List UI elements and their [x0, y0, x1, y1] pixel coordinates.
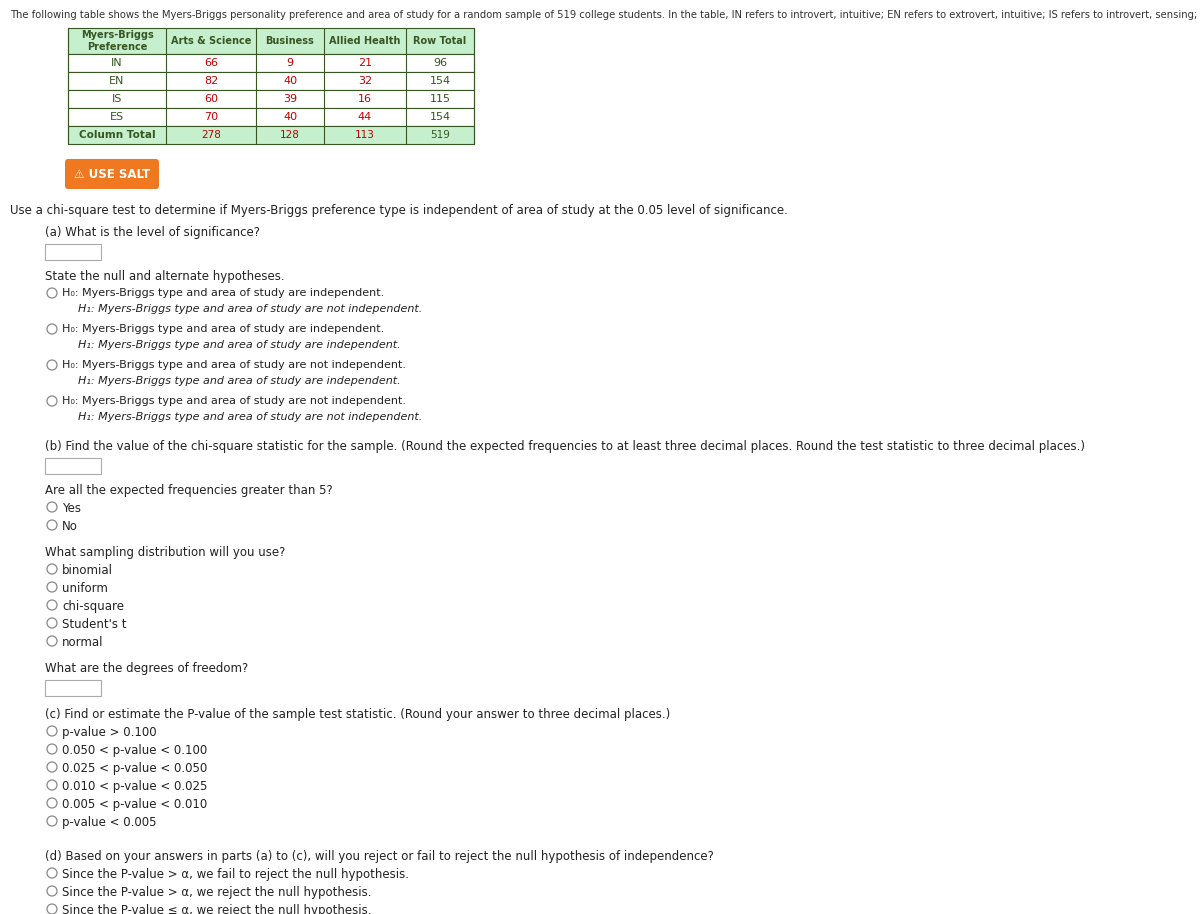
Text: Row Total: Row Total [413, 36, 467, 46]
Text: 113: 113 [355, 130, 374, 140]
Text: 96: 96 [433, 58, 448, 68]
Text: H₁: Myers-Briggs type and area of study are not independent.: H₁: Myers-Briggs type and area of study … [78, 304, 422, 314]
Text: No: No [62, 520, 78, 533]
Text: 0.010 < p-value < 0.025: 0.010 < p-value < 0.025 [62, 780, 208, 793]
Text: 16: 16 [358, 94, 372, 104]
Text: What sampling distribution will you use?: What sampling distribution will you use? [46, 546, 286, 559]
Text: 0.025 < p-value < 0.050: 0.025 < p-value < 0.050 [62, 762, 208, 775]
Bar [46, 458, 101, 474]
Text: Student's t: Student's t [62, 618, 126, 631]
Text: ⚠ USE SALT: ⚠ USE SALT [74, 167, 150, 180]
Text: IN: IN [112, 58, 122, 68]
Text: 82: 82 [204, 76, 218, 86]
Text: H₁: Myers-Briggs type and area of study are not independent.: H₁: Myers-Briggs type and area of study … [78, 412, 422, 422]
Bar [46, 244, 101, 260]
Text: 0.050 < p-value < 0.100: 0.050 < p-value < 0.100 [62, 744, 208, 757]
Text: What are the degrees of freedom?: What are the degrees of freedom? [46, 662, 248, 675]
Text: (a) What is the level of significance?: (a) What is the level of significance? [46, 226, 260, 239]
Text: Since the P-value ≤ α, we reject the null hypothesis.: Since the P-value ≤ α, we reject the nul… [62, 904, 372, 914]
Text: 44: 44 [358, 112, 372, 122]
Text: 115: 115 [430, 94, 450, 104]
Text: H₀: Myers-Briggs type and area of study are not independent.: H₀: Myers-Briggs type and area of study … [62, 396, 406, 406]
Bar [46, 680, 101, 696]
Text: EN: EN [109, 76, 125, 86]
Text: Myers-Briggs
Preference: Myers-Briggs Preference [80, 30, 154, 52]
Text: The following table shows the Myers-Briggs personality preference and area of st: The following table shows the Myers-Brig… [10, 10, 1200, 20]
Text: chi-square: chi-square [62, 600, 124, 613]
Text: H₀: Myers-Briggs type and area of study are not independent.: H₀: Myers-Briggs type and area of study … [62, 360, 406, 370]
Text: (c) Find or estimate the P-value of the sample test statistic. (Round your answe: (c) Find or estimate the P-value of the … [46, 708, 671, 721]
Bar [68, 108, 474, 126]
Text: State the null and alternate hypotheses.: State the null and alternate hypotheses. [46, 270, 284, 283]
Text: H₁: Myers-Briggs type and area of study are independent.: H₁: Myers-Briggs type and area of study … [78, 376, 401, 386]
Text: p-value > 0.100: p-value > 0.100 [62, 726, 157, 739]
Text: 0.005 < p-value < 0.010: 0.005 < p-value < 0.010 [62, 798, 208, 811]
Text: H₁: Myers-Briggs type and area of study are independent.: H₁: Myers-Briggs type and area of study … [78, 340, 401, 350]
Text: Since the P-value > α, we reject the null hypothesis.: Since the P-value > α, we reject the nul… [62, 886, 372, 899]
Text: 66: 66 [204, 58, 218, 68]
Text: H₀: Myers-Briggs type and area of study are independent.: H₀: Myers-Briggs type and area of study … [62, 288, 384, 298]
Text: 278: 278 [202, 130, 221, 140]
Bar [68, 126, 474, 144]
Text: Since the P-value > α, we fail to reject the null hypothesis.: Since the P-value > α, we fail to reject… [62, 868, 409, 881]
Text: (b) Find the value of the chi-square statistic for the sample. (Round the expect: (b) Find the value of the chi-square sta… [46, 440, 1085, 453]
Bar [68, 90, 474, 108]
Bar [68, 28, 474, 54]
Text: 60: 60 [204, 94, 218, 104]
Text: (d) Based on your answers in parts (a) to (c), will you reject or fail to reject: (d) Based on your answers in parts (a) t… [46, 850, 714, 863]
Text: 128: 128 [280, 130, 300, 140]
Text: 40: 40 [283, 112, 298, 122]
Text: 9: 9 [287, 58, 294, 68]
Bar [68, 72, 474, 90]
Text: Column Total: Column Total [79, 130, 155, 140]
Text: Business: Business [265, 36, 314, 46]
Text: Use a chi-square test to determine if Myers-Briggs preference type is independen: Use a chi-square test to determine if My… [10, 204, 788, 217]
Text: 40: 40 [283, 76, 298, 86]
Text: 154: 154 [430, 112, 450, 122]
Text: normal: normal [62, 636, 103, 649]
Text: 519: 519 [430, 130, 450, 140]
Text: p-value < 0.005: p-value < 0.005 [62, 816, 156, 829]
Text: IS: IS [112, 94, 122, 104]
Text: 39: 39 [283, 94, 298, 104]
Text: Allied Health: Allied Health [329, 36, 401, 46]
FancyBboxPatch shape [65, 159, 158, 189]
Text: Yes: Yes [62, 502, 82, 515]
Text: 154: 154 [430, 76, 450, 86]
Text: Arts & Science: Arts & Science [170, 36, 251, 46]
Text: 70: 70 [204, 112, 218, 122]
Text: 21: 21 [358, 58, 372, 68]
Text: H₀: Myers-Briggs type and area of study are independent.: H₀: Myers-Briggs type and area of study … [62, 324, 384, 334]
Text: uniform: uniform [62, 582, 108, 595]
Text: 32: 32 [358, 76, 372, 86]
Bar [68, 54, 474, 72]
Text: ES: ES [110, 112, 124, 122]
Text: binomial: binomial [62, 564, 113, 577]
Text: Are all the expected frequencies greater than 5?: Are all the expected frequencies greater… [46, 484, 332, 497]
